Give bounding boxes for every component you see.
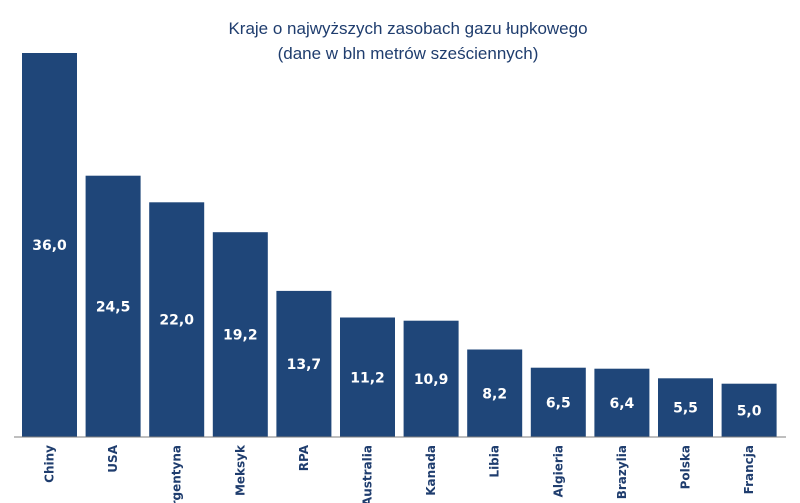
value-labels-group: 36,0 24,5 22,0 19,2 13,7 11,2 10,9 8,2 6,5 6,4 5,5… — [32, 238, 762, 419]
category-label-chiny: Chiny — [43, 445, 57, 483]
category-label-argentyna: Argentyna — [170, 445, 184, 503]
category-label-meksyk: Meksyk — [233, 444, 247, 496]
bar-brazylia — [594, 368, 650, 437]
value-label-chiny: 36,0 — [32, 238, 67, 254]
category-label-brazylia: Brazylia — [615, 445, 629, 499]
bar-chiny — [22, 53, 77, 437]
value-label-kanada: 10,9 — [414, 372, 449, 388]
category-label-algieria: Algieria — [551, 445, 565, 497]
bar-argentyna — [149, 202, 205, 437]
value-label-meksyk: 19,2 — [223, 328, 258, 344]
category-label-usa: USA — [106, 444, 120, 472]
bar-meksyk — [212, 232, 268, 437]
category-label-kanada: Kanada — [424, 445, 438, 496]
bar-libia — [467, 349, 523, 437]
bar-algieria — [530, 367, 586, 437]
chart-title: Kraje o najwyższych zasobach gazu łupkow… — [228, 19, 587, 38]
bar-australia — [340, 317, 395, 437]
value-label-polska: 5,5 — [673, 401, 698, 417]
category-label-polska: Polska — [679, 445, 693, 489]
value-label-algieria: 6,5 — [546, 395, 571, 411]
bar-usa — [85, 175, 141, 437]
chart-subtitle: (dane w bln metrów sześciennych) — [278, 44, 539, 63]
bar-kanada — [403, 320, 459, 437]
value-label-brazylia: 6,4 — [609, 396, 634, 412]
bar-polska — [658, 378, 713, 437]
value-label-libia: 8,2 — [482, 386, 507, 402]
value-label-rpa: 13,7 — [287, 357, 322, 373]
bars-group — [22, 53, 777, 437]
bar-rpa — [276, 290, 332, 437]
category-label-francja: Francja — [742, 445, 756, 494]
value-label-australia: 11,2 — [350, 370, 385, 386]
value-label-francja: 5,0 — [737, 403, 762, 419]
category-label-australia: Australia — [361, 445, 375, 503]
category-label-rpa: RPA — [297, 444, 311, 471]
bar-francja — [721, 383, 777, 437]
category-label-libia: Libia — [488, 445, 502, 478]
value-label-argentyna: 22,0 — [159, 313, 194, 329]
category-ticks-group: Chiny USA Argentyna Meksyk RPA Australia Kanad… — [43, 444, 757, 503]
value-label-usa: 24,5 — [96, 299, 131, 315]
